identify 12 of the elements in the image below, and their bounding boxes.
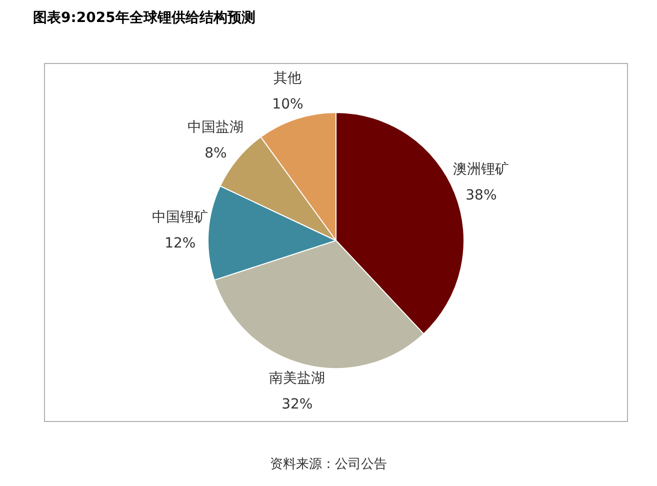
slice-label: 中国锂矿 [152, 209, 208, 226]
slice-label: 澳洲锂矿 [453, 162, 510, 178]
slice-label: 其他 [274, 70, 302, 87]
data-label: 38% [466, 188, 497, 204]
slice-label: 中国盐湖 [188, 120, 244, 136]
data-label: 12% [164, 235, 196, 252]
slice-label: 南美盐湖 [269, 370, 326, 386]
data-label: 10% [272, 96, 304, 113]
chart-title: 图表9:2025年全球锂供给结构预测 [33, 9, 256, 27]
data-label: 32% [282, 396, 313, 412]
data-label: 8% [204, 146, 227, 162]
text: 资料来源：公司公告 [269, 456, 388, 473]
